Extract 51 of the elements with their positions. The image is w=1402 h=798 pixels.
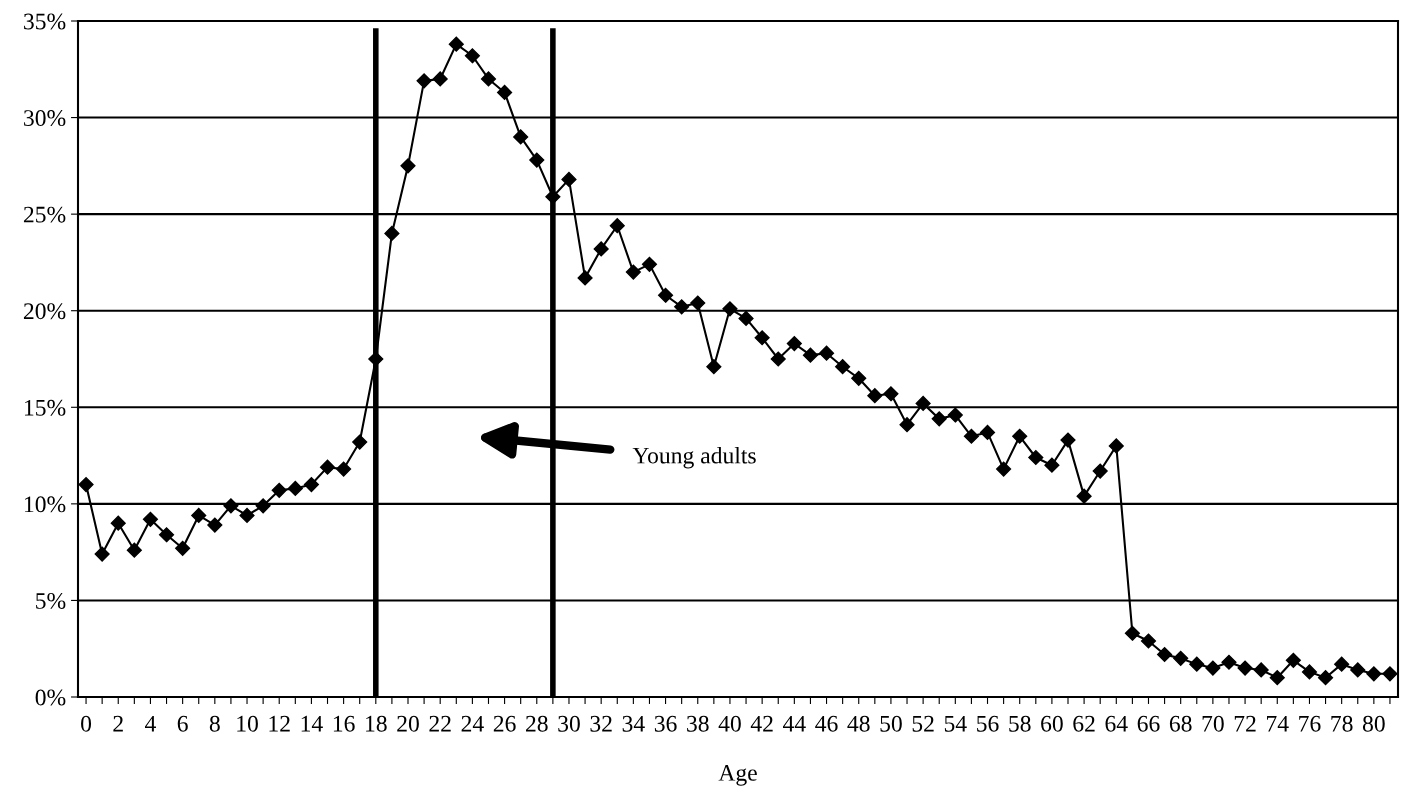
x-tick-label: 4 <box>145 715 156 732</box>
x-tick-label: 72 <box>1234 715 1256 732</box>
y-tick-label: 20% <box>23 303 66 320</box>
x-tick-label: 16 <box>333 715 355 732</box>
x-tick-label: 52 <box>912 715 934 732</box>
x-tick-label: 60 <box>1041 715 1063 732</box>
x-tick-label: 8 <box>209 715 220 732</box>
x-tick-label: 70 <box>1202 715 1224 732</box>
y-tick-label: 30% <box>24 110 66 127</box>
x-axis-title: Age <box>718 764 757 786</box>
x-tick-label: 2 <box>113 715 123 732</box>
x-tick-label: 28 <box>526 715 548 732</box>
x-tick-label: 50 <box>880 715 902 732</box>
x-tick-label: 32 <box>590 715 612 732</box>
x-tick-label: 36 <box>654 715 677 732</box>
x-tick-label: 66 <box>1137 715 1160 732</box>
x-tick-label: 78 <box>1331 715 1353 732</box>
x-tick-label: 74 <box>1267 715 1289 732</box>
x-tick-label: 10 <box>237 715 258 732</box>
x-tick-label: 48 <box>847 715 870 732</box>
x-tick-label: 14 <box>301 715 323 732</box>
x-tick-label: 68 <box>1169 715 1192 732</box>
x-tick-label: 6 <box>177 715 188 732</box>
x-tick-label: 12 <box>269 715 290 732</box>
x-tick-label: 30 <box>558 715 580 732</box>
x-tick-label: 38 <box>687 715 709 732</box>
x-tick-label: 0 <box>81 715 92 732</box>
x-tick-label: 18 <box>366 715 387 732</box>
x-tick-label: 42 <box>750 715 773 732</box>
y-tick-label: 15% <box>24 399 66 416</box>
x-tick-label: 44 <box>783 715 806 732</box>
y-tick-label: 25% <box>23 206 66 223</box>
x-tick-label: 76 <box>1299 715 1321 732</box>
y-tick-label: 10% <box>24 496 66 513</box>
x-tick-label: 56 <box>977 715 999 732</box>
x-tick-label: 54 <box>944 715 967 732</box>
x-tick-label: 80 <box>1362 715 1385 732</box>
x-tick-label: 62 <box>1073 715 1095 732</box>
annotation: Young adults <box>632 446 756 469</box>
x-tick-label: 34 <box>622 715 645 732</box>
x-tick-label: 64 <box>1105 715 1128 732</box>
x-tick-label: 22 <box>429 715 451 732</box>
x-tick-label: 20 <box>397 715 419 732</box>
y-tick-label: 5% <box>36 592 66 609</box>
x-tick-label: 58 <box>1009 715 1031 732</box>
x-tick-label: 46 <box>815 715 838 732</box>
x-tick-label: 26 <box>493 715 516 732</box>
y-tick-label: 35% <box>24 13 66 30</box>
x-tick-label: 24 <box>461 715 484 732</box>
x-tick-label: 40 <box>718 715 741 732</box>
y-tick-label: 0% <box>35 689 66 706</box>
